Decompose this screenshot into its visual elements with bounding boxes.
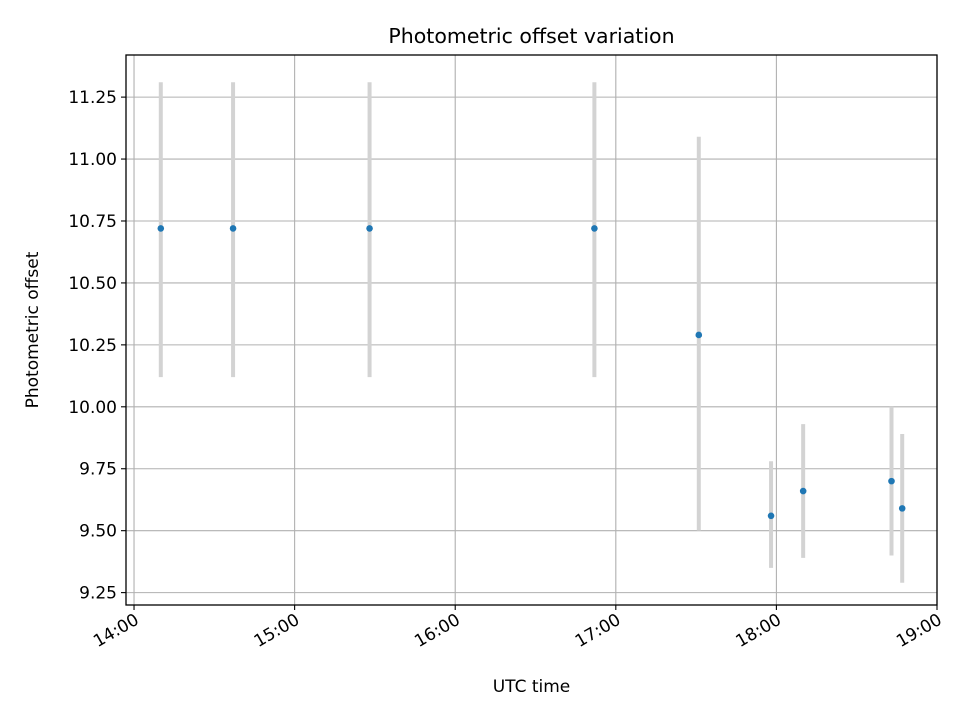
data-point — [799, 487, 807, 495]
chart-title: Photometric offset variation — [388, 24, 674, 48]
y-tick-label: 10.25 — [68, 336, 117, 356]
grid — [126, 55, 938, 605]
x-tick-label: 18:00 — [732, 610, 784, 652]
y-tick-label: 9.25 — [79, 584, 117, 604]
x-tick-label: 16:00 — [411, 610, 463, 652]
y-tick-label: 10.00 — [68, 398, 117, 418]
plot-frame — [125, 54, 938, 606]
y-tick-label: 11.25 — [68, 88, 117, 108]
y-tick-label: 9.50 — [79, 522, 117, 542]
data-point — [898, 505, 906, 512]
data-point — [157, 225, 165, 232]
y-tick-label: 10.50 — [68, 274, 117, 294]
y-tick-label: 9.75 — [79, 460, 117, 480]
y-axis-label: Photometric offset — [23, 251, 43, 408]
axes: 14:00 15:00 16:00 17:00 18:00 19:00 9.25 9.50 9.… — [68, 88, 945, 652]
data-point — [591, 225, 598, 232]
x-tick-label: 14:00 — [90, 610, 142, 652]
data-point — [888, 477, 895, 485]
error-bars — [158, 82, 905, 583]
y-tick-label: 11.00 — [68, 150, 117, 170]
data-point — [366, 225, 373, 232]
data-points — [157, 225, 906, 520]
x-tick-label: 19:00 — [893, 610, 945, 652]
data-point — [695, 331, 703, 339]
data-point — [767, 512, 775, 520]
x-tick-label: 17:00 — [572, 610, 624, 652]
y-tick-label: 10.75 — [68, 212, 117, 232]
data-point — [229, 225, 237, 232]
x-tick-label: 15:00 — [251, 610, 303, 652]
x-axis-label: UTC time — [493, 677, 571, 697]
